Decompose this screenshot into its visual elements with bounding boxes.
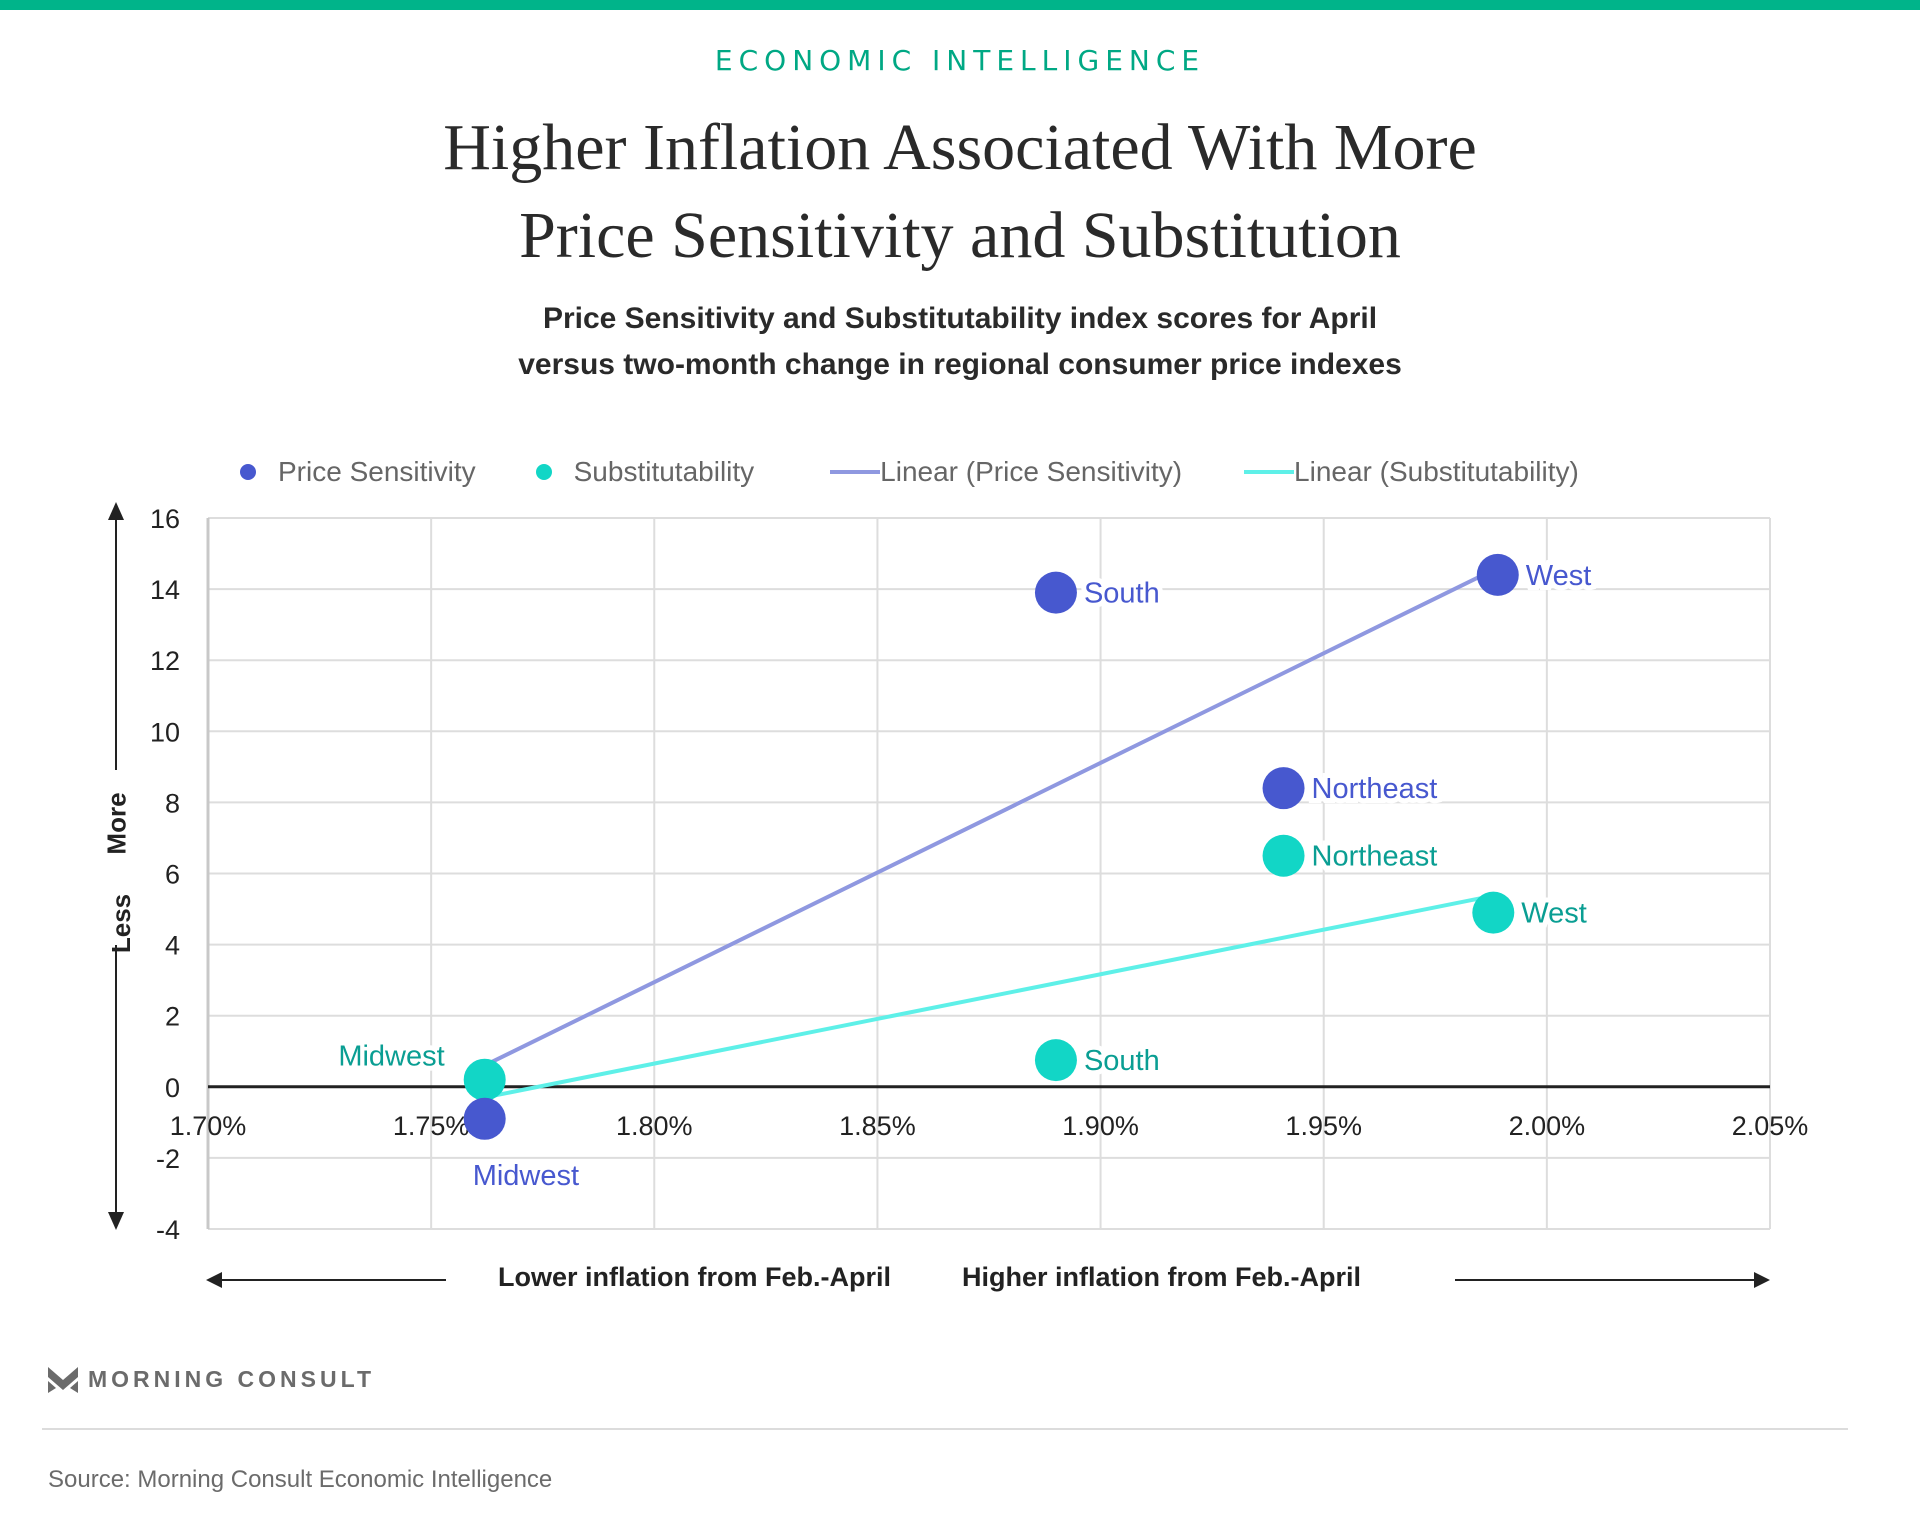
logo-text: MORNING CONSULT: [88, 1366, 376, 1392]
point-label: Midwest: [338, 1041, 444, 1073]
y-tick-label: 4: [165, 931, 180, 961]
y-tick-label: 2: [165, 1002, 180, 1032]
x-tick-labels: 1.70% 1.75% 1.80% 1.85% 1.90% 1.95% 2.00% 2.05%: [170, 1111, 1809, 1141]
data-point: [1476, 553, 1519, 596]
data-point: [1472, 891, 1515, 934]
arrow-up-icon: [108, 502, 124, 520]
y-tick-labels: -4 -2 0 2 4 6 8 10 12 14 16: [150, 504, 180, 1245]
title-line-1: Higher Inflation Associated With More: [443, 111, 1477, 184]
data-point: [463, 1097, 506, 1140]
y-tick-label: 12: [150, 646, 180, 676]
x-tick-label: 2.05%: [1732, 1111, 1809, 1141]
legend-item-linear-substitutability: Linear (Substitutability): [1244, 456, 1579, 488]
legend: Price Sensitivity Substitutability Linea…: [240, 452, 1579, 492]
legend-dot-icon: [240, 464, 256, 480]
y-tick-label: 0: [165, 1073, 180, 1103]
source-note: Source: Morning Consult Economic Intelli…: [48, 1466, 553, 1493]
y-tick-label: 6: [165, 860, 180, 890]
trendlines: [482, 565, 1500, 1100]
y-tick-label: 16: [150, 504, 180, 534]
y-tick-label: 14: [150, 575, 180, 605]
logo-chevron-icon: [48, 1366, 78, 1393]
x-tick-label: 1.75%: [393, 1111, 470, 1141]
data-points: [463, 553, 1519, 1140]
x-caption-lower: Lower inflation from Feb.-April: [498, 1262, 891, 1292]
legend-item-substitutability: Substitutability: [535, 456, 755, 488]
y-tick-label: -2: [156, 1144, 180, 1174]
x-caption-higher: Higher inflation from Feb.-April: [962, 1262, 1361, 1292]
legend-item-linear-price-sensitivity: Linear (Price Sensitivity): [830, 456, 1182, 488]
legend-label: Linear (Substitutability): [1294, 456, 1579, 487]
point-label: Northeast: [1312, 773, 1438, 805]
y-tick-label: 8: [165, 788, 180, 818]
x-tick-label: 2.00%: [1509, 1111, 1586, 1141]
direction-arrows: [108, 502, 1770, 1288]
x-tick-label: 1.80%: [616, 1111, 693, 1141]
point-label: Northeast: [1312, 841, 1438, 873]
legend-label: Price Sensitivity: [278, 456, 476, 487]
x-tick-label: 1.85%: [839, 1111, 916, 1141]
legend-dot-icon: [535, 464, 552, 480]
arrow-left-icon: [206, 1272, 222, 1288]
x-tick-label: 1.90%: [1062, 1111, 1139, 1141]
data-point: [1034, 571, 1077, 614]
legend-label: Linear (Price Sensitivity): [880, 456, 1183, 487]
legend-item-price-sensitivity: Price Sensitivity: [240, 456, 476, 488]
y-arrow-less-label: Less: [106, 893, 137, 954]
arrow-right-icon: [1754, 1272, 1770, 1288]
legend-label: Substitutability: [573, 456, 755, 487]
y-arrow-more-label: More: [101, 792, 132, 855]
footer-divider: [42, 1428, 1848, 1430]
top-accent-bar: [0, 0, 1920, 10]
point-label: South: [1084, 578, 1160, 610]
point-label: Midwest: [473, 1160, 579, 1192]
point-label: South: [1084, 1045, 1160, 1077]
point-labels: South West Northeast Midwest South West Northe…: [333, 555, 1596, 1197]
trendline: [482, 565, 1500, 1068]
data-point: [1034, 1039, 1077, 1082]
point-label: West: [1526, 560, 1592, 592]
x-tick-label: 1.95%: [1285, 1111, 1362, 1141]
chart-subtitle: Price Sensitivity and Substitutability i…: [0, 296, 1920, 388]
legend-line-icon: [830, 470, 881, 474]
subtitle-line-1: Price Sensitivity and Substitutability i…: [542, 302, 1378, 335]
point-label: West: [1521, 898, 1587, 930]
legend-line-icon: [1244, 470, 1295, 474]
arrow-down-icon: [108, 1212, 124, 1230]
trendline: [482, 892, 1500, 1100]
morning-consult-logo: MORNING CONSULT: [48, 1366, 375, 1393]
data-point: [1262, 834, 1305, 877]
data-point: [463, 1058, 506, 1101]
y-tick-label: 10: [150, 717, 180, 747]
y-tick-label: -4: [156, 1215, 180, 1245]
title-line-2: Price Sensitivity and Substitution: [519, 199, 1401, 272]
data-point: [1262, 767, 1305, 810]
kicker: ECONOMIC INTELLIGENCE: [714, 44, 1206, 77]
x-tick-label: 1.70%: [170, 1111, 247, 1141]
chart-title: Higher Inflation Associated With More Pr…: [0, 104, 1920, 280]
subtitle-line-2: versus two-month change in regional cons…: [518, 348, 1402, 381]
